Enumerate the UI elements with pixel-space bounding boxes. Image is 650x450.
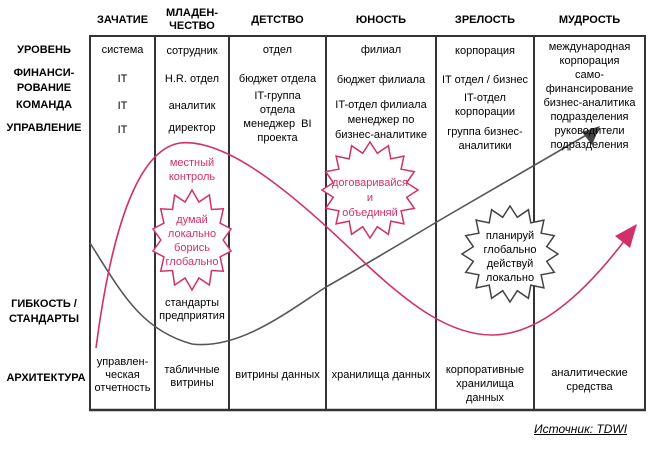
stage-wisdom: МУДРОСТЬ xyxy=(558,14,621,26)
cell: H.R. отдел xyxy=(164,73,220,85)
annotation-think-local: думай локально борись глобально xyxy=(165,214,219,268)
cell: отдел xyxy=(262,44,293,56)
stage-conception: ЗАЧАТИЕ xyxy=(96,14,149,26)
row-label-flexibility: ГИБКОСТЬ / СТАНДАРТЫ xyxy=(8,298,80,325)
starburst-plan-global xyxy=(460,204,560,304)
source-credit: Источник: TDWI xyxy=(534,422,628,436)
stage-childhood: ДЕТСТВО xyxy=(251,14,304,26)
cell: группа бизнес- аналитики xyxy=(447,126,523,152)
cell: аналитик xyxy=(168,100,216,112)
cell: система xyxy=(101,44,144,56)
cell: IT xyxy=(117,100,128,112)
stage-maturity: ЗРЕЛОСТЬ xyxy=(454,14,516,26)
cell: бюджет отдела xyxy=(238,73,317,85)
cell: IT-группа отдела менеджер BI проекта xyxy=(243,90,312,144)
stage-youth: ЮНОСТЬ xyxy=(355,14,407,26)
cell: витрины данных xyxy=(235,369,320,381)
cell: филиал xyxy=(360,44,402,56)
cell: управлен- ческая отчетность xyxy=(94,356,151,394)
cell: международная корпорация само- финансиро… xyxy=(543,41,636,151)
cell: стандарты предприятия xyxy=(159,297,225,322)
flexibility-curve-gray xyxy=(89,129,596,346)
cell: корпоративные хранилища данных xyxy=(445,364,525,404)
stage-infancy: МЛАДЕН- ЧЕСТВО xyxy=(165,7,218,32)
cell: бюджет филиала xyxy=(336,74,426,86)
cell: директор xyxy=(168,122,216,134)
pink-arrowhead xyxy=(615,224,637,248)
table-grid xyxy=(89,35,646,412)
row-label-management: УПРАВЛЕНИЕ xyxy=(6,122,82,134)
annotation-plan-global: планируй глобально действуй локально xyxy=(483,230,537,284)
cell: IT xyxy=(117,73,128,85)
cell: аналитические средства xyxy=(551,367,628,393)
cell: IT xyxy=(117,124,128,136)
row-label-level: УРОВЕНЬ xyxy=(17,44,71,56)
row-label-architecture: АРХИТЕКТУРА xyxy=(6,372,86,384)
cell: IT-отдел корпорации xyxy=(454,92,516,118)
row-label-team: КОМАНДА xyxy=(15,99,73,111)
starburst-think-local xyxy=(151,188,233,292)
row-label-funding: ФИНАНСИ- РОВАНИЕ xyxy=(13,67,75,94)
local-control-curve-pink xyxy=(95,142,629,349)
cell: IT-отдел филиала менеджер по бизнес-анал… xyxy=(335,99,427,141)
cell: хранилища данных xyxy=(331,369,431,381)
cell: IT отдел / бизнес xyxy=(441,74,529,86)
cell: табличные витрины xyxy=(164,364,220,389)
starburst-negotiate xyxy=(320,140,420,240)
annotation-negotiate: договаривайся и объединяй xyxy=(332,177,408,219)
cell: сотрудник xyxy=(166,45,218,57)
annotation-local-control: местный контроль xyxy=(168,157,216,183)
cell: корпорация xyxy=(455,45,515,57)
gray-arrowhead xyxy=(582,126,600,145)
